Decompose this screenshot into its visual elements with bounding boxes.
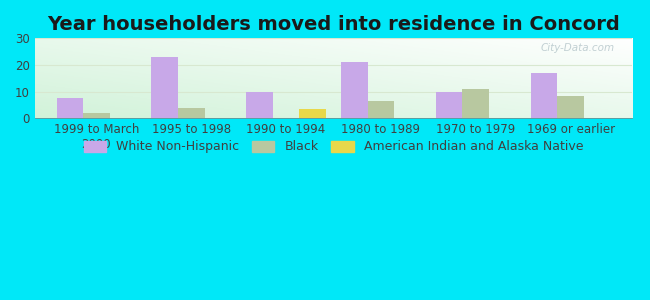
- Bar: [436, 92, 463, 118]
- Bar: [557, 96, 584, 118]
- Title: Year householders moved into residence in Concord: Year householders moved into residence i…: [47, 15, 620, 34]
- Text: City-Data.com: City-Data.com: [540, 43, 614, 53]
- Bar: [151, 57, 178, 118]
- Bar: [463, 89, 489, 118]
- Bar: [341, 62, 368, 118]
- Bar: [57, 98, 83, 118]
- Bar: [300, 109, 326, 118]
- Bar: [178, 108, 205, 118]
- Bar: [531, 73, 557, 118]
- Bar: [83, 113, 110, 118]
- Bar: [246, 92, 273, 118]
- Legend: White Non-Hispanic, Black, American Indian and Alaska Native: White Non-Hispanic, Black, American Indi…: [79, 135, 588, 158]
- Bar: [368, 101, 394, 118]
